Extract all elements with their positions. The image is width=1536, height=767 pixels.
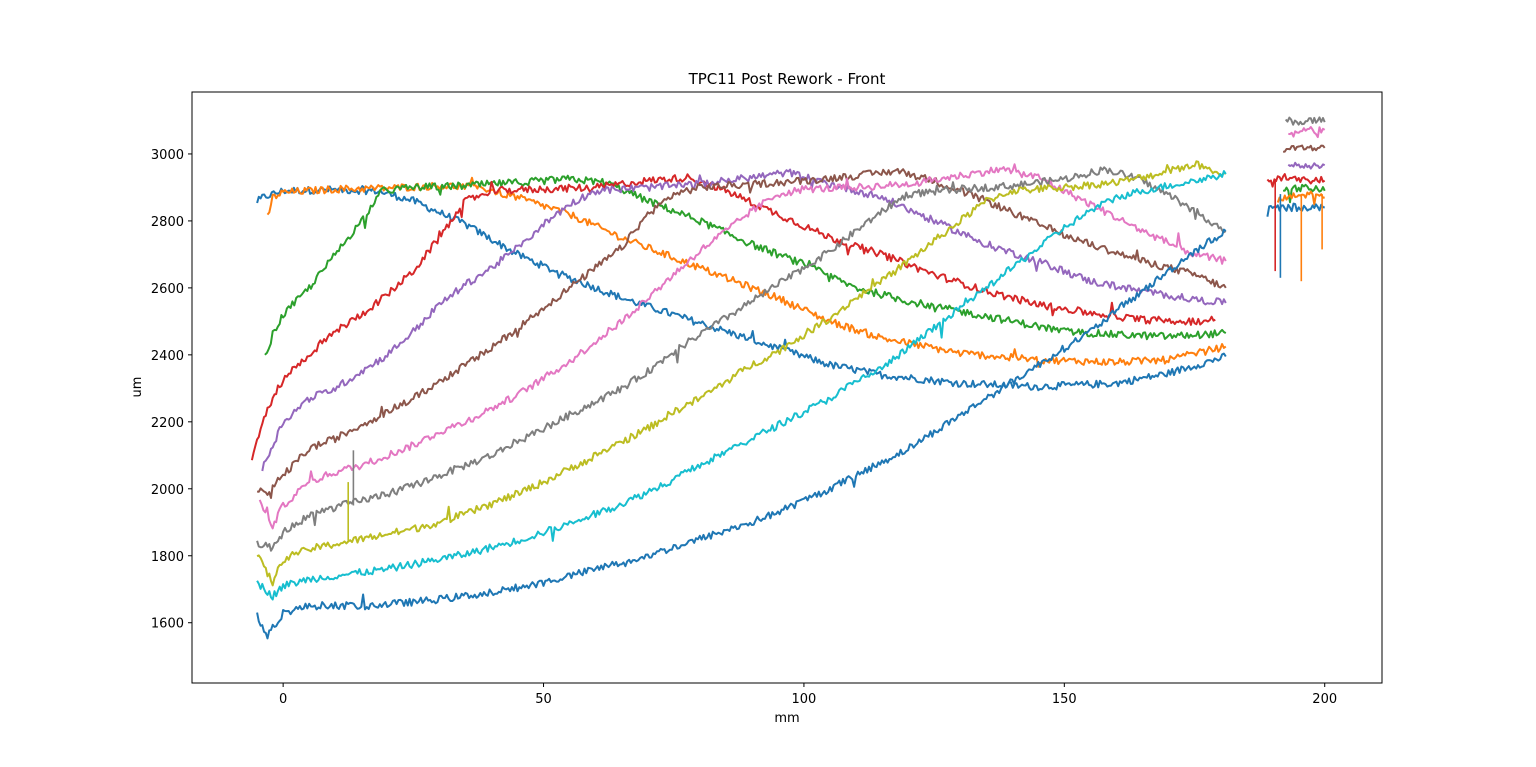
series-line-11	[256, 228, 1227, 640]
y-tick-label: 2400	[151, 349, 184, 364]
chart-title: TPC11 Post Rework - Front	[688, 70, 886, 88]
series-line-19	[1266, 202, 1325, 217]
x-axis-ticks: 0 50 100 150 200	[279, 683, 1337, 707]
x-tick-label: 150	[1052, 692, 1077, 707]
y-tick-label: 2600	[151, 282, 184, 297]
series-line-1	[256, 185, 1227, 392]
y-tick-label: 2800	[151, 215, 184, 230]
series-line-14	[1283, 144, 1326, 153]
series-layer	[250, 116, 1326, 640]
series-line-3	[264, 174, 1227, 356]
series-line-7	[258, 163, 1227, 530]
series-line-13	[1288, 126, 1326, 139]
y-tick-label: 2000	[151, 483, 184, 498]
y-tick-label: 1800	[151, 550, 184, 565]
series-line-12	[1284, 116, 1326, 126]
x-axis-title: mm	[774, 711, 799, 726]
series-line-5	[261, 168, 1227, 472]
plot-frame	[191, 91, 1383, 684]
series-line-15	[1287, 161, 1326, 170]
series-line-17	[1282, 183, 1326, 204]
series-line-2	[266, 176, 1227, 368]
series-line-16	[1266, 173, 1326, 188]
x-tick-label: 100	[792, 692, 817, 707]
x-tick-label: 50	[535, 692, 552, 707]
y-tick-label: 3000	[151, 148, 184, 163]
y-axis-ticks: 1600 1800 2000 2200 2400 2600 2800 3000	[151, 148, 192, 632]
series-line-10	[256, 170, 1227, 601]
x-tick-label: 0	[279, 692, 287, 707]
series-line-6	[256, 167, 1227, 499]
series-line-9	[256, 160, 1227, 587]
y-axis-title: um	[130, 377, 145, 398]
series-line-4	[250, 173, 1216, 461]
y-tick-label: 2200	[151, 416, 184, 431]
y-tick-label: 1600	[151, 617, 184, 632]
series-line-8	[256, 166, 1227, 552]
x-tick-label: 200	[1312, 692, 1337, 707]
